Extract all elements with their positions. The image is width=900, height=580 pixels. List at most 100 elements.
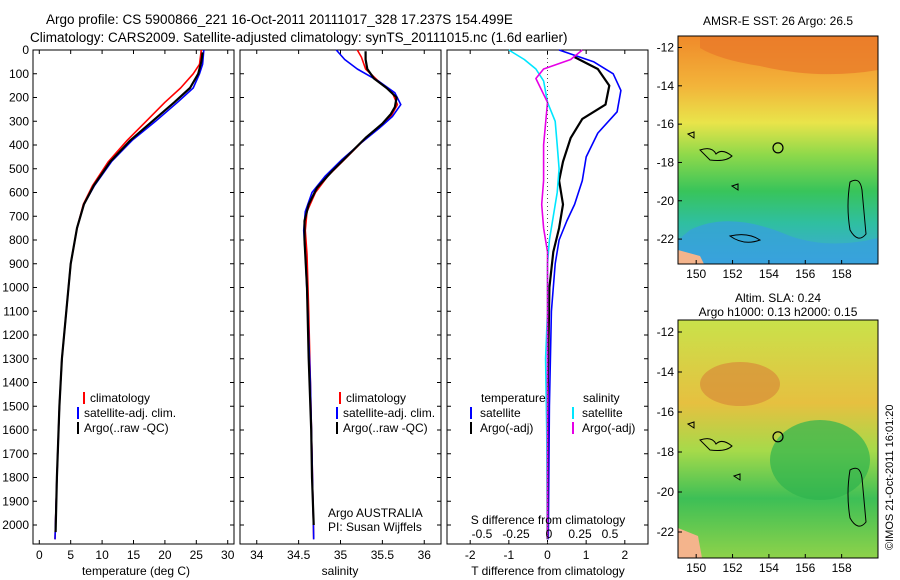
s-difference-label: S difference from climatology [471,513,626,527]
x-tick-label: -2 [465,548,476,562]
difference-panel: -2 -1 0 1 2 T difference from climatology S … [446,49,649,578]
lon-tick-label: 152 [723,561,743,575]
temperature-panel: 0100200300400500600700800900100011001200… [2,43,234,578]
series-line-satellite-adj-clim- [302,49,402,540]
argo-program-label: Argo AUSTRALIA [328,506,423,520]
series-line-t-argo-adj- [546,56,611,540]
x-tick-label: 20 [158,548,172,562]
sst-cool-patch [678,221,878,264]
legend-clim-label: climatology [90,391,150,405]
lon-tick-label: 150 [686,267,706,281]
x-tick-label: 0 [36,548,43,562]
sla-map: Altim. SLA: 0.24 Argo h1000: 0.13 h2000:… [657,291,879,575]
lon-tick-label: 152 [723,267,743,281]
depth-tick-label: 200 [9,91,29,105]
sst-land [678,250,704,264]
x-tick-label: 15 [127,548,141,562]
sla-land [678,528,702,558]
x-tick-label: 25 [190,548,204,562]
temperature-plot-frame [32,49,235,545]
legend-sat-label: satellite-adj. clim. [84,406,176,420]
legend-sat-label: satellite-adj. clim. [343,406,435,420]
x-tick-label: 5 [67,548,74,562]
lat-tick-label: -12 [657,40,675,54]
lat-tick-label: -16 [657,117,675,131]
lon-tick-label: 154 [759,267,779,281]
lon-tick-label: 150 [686,561,706,575]
salinity-xlabel: salinity [322,564,359,578]
lon-tick-label: 156 [795,267,815,281]
series-line-t-satellite [547,49,622,540]
depth-tick-label: 300 [9,114,29,128]
sst-warm-patch [700,36,878,75]
sla-map-subtitle: Argo h1000: 0.13 h2000: 0.15 [699,305,858,319]
depth-tick-label: 1900 [2,494,29,508]
x-tick-label: 10 [95,548,109,562]
lat-tick-label: -22 [657,232,675,246]
x-tick-label: 30 [221,548,235,562]
legend-clim-label: climatology [346,391,406,405]
depth-tick-label: 1100 [3,304,29,318]
temperature-profiles [54,49,205,540]
lat-tick-label: -22 [657,525,675,539]
series-line-s-satellite [508,49,560,540]
argo-position-marker [772,142,784,154]
series-line-climatology [54,49,203,540]
legend-t-sat-label: satellite [480,406,521,420]
salinity-axis: 34 34.5 35 35.5 36 [250,50,431,562]
depth-tick-label: 700 [9,209,29,223]
depth-tick-label: 1400 [2,376,29,390]
x-tick-label: 34.5 [287,548,311,562]
depth-tick-label: 400 [9,138,29,152]
depth-axis: 0 100 200 300 400 500 600 700 800 900 1000 1100 1200… [2,43,234,532]
figure-title-line1: Argo profile: CS 5900866_221 16-Oct-2011… [46,12,513,27]
depth-tick-label: 0 [22,43,29,57]
depth-tick-label: 600 [9,186,29,200]
series-line-argo-raw-qc- [54,52,204,533]
depth-tick-label: 1200 [2,328,29,342]
salinity-depth-ticks [240,49,441,526]
lat-tick-label: -12 [657,325,675,339]
lat-tick-label: -18 [657,155,675,169]
depth-tick-label: 800 [9,233,29,247]
difference-profiles [508,49,622,544]
argo-pi-label: PI: Susan Wijffels [328,520,422,534]
depth-tick-label: 100 [9,67,29,81]
depth-tick-label: 1600 [2,423,29,437]
sla-map-title: Altim. SLA: 0.24 [735,291,821,305]
lat-tick-label: -20 [657,485,675,499]
lon-tick-label: 156 [795,561,815,575]
x-tick-label: 34 [250,548,264,562]
depth-tick-label: 2000 [2,518,29,532]
legend-s-argo-label: Argo(-adj) [582,421,635,435]
salinity-legend: climatology satellite-adj. clim. Argo(..… [336,391,435,435]
sla-high-anomaly [700,362,780,406]
x-tick-label: 35.5 [371,548,395,562]
lon-tick-label: 158 [832,267,852,281]
s-tick-label: -0.5 [472,527,493,541]
x-tick-label: 35 [334,548,348,562]
figure-title-line2: Climatology: CARS2009. Satellite-adjuste… [30,30,568,45]
sst-map-title: AMSR-E SST: 26 Argo: 26.5 [703,14,853,28]
depth-tick-label: 1500 [2,399,29,413]
lat-tick-label: -20 [657,194,675,208]
series-line-s-argo-adj- [535,49,583,540]
x-tick-label: 2 [621,548,628,562]
s-tick-label: -0.25 [502,527,530,541]
sst-map-frame [677,35,879,265]
lat-tick-label: -14 [657,79,675,93]
legend-t-argo-label: Argo(-adj) [480,421,533,435]
s-difference-tick-labels: -0.5 -0.25 0 0.25 0.5 [472,527,619,541]
s-tick-label: 0.25 [568,527,592,541]
lat-tick-label: -16 [657,405,675,419]
legend-salinity-title: salinity [583,391,620,405]
difference-depth-ticks [447,49,648,526]
t-difference-xlabel: T difference from climatology [471,564,625,578]
lat-tick-label: -14 [657,365,675,379]
coastline [686,421,867,527]
depth-tick-label: 1000 [2,281,29,295]
legend-temperature-title: temperature [481,391,546,405]
sst-map-axes: 150 152 154 156 158 -12 -14 -16 -18 -20 -22 [657,40,852,281]
series-line-satellite-adj-clim- [54,49,205,540]
